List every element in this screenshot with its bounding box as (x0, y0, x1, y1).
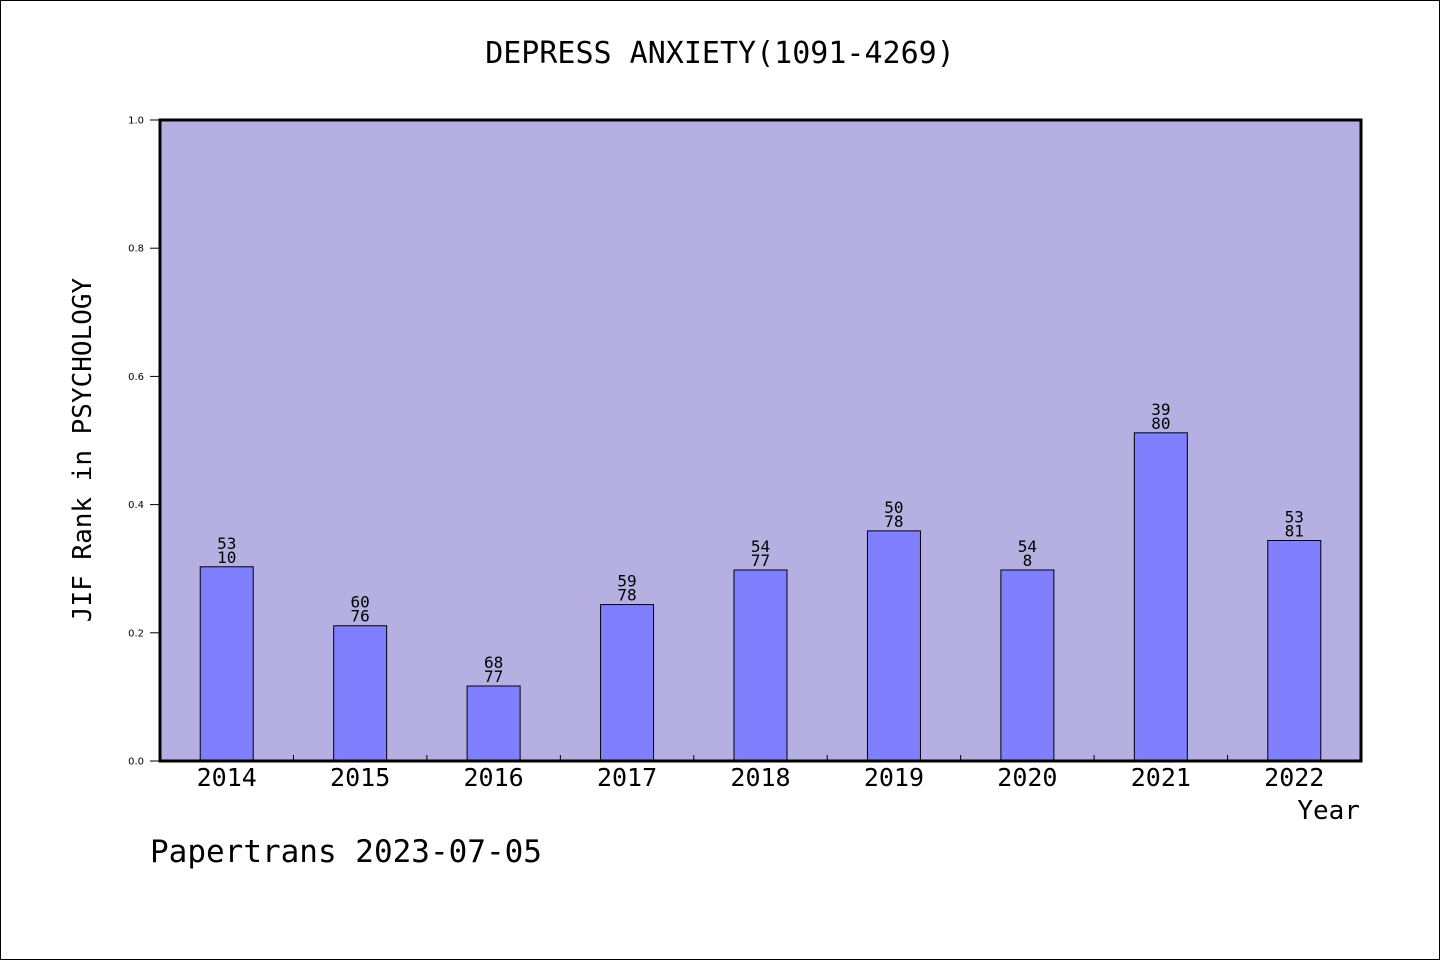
data-label-2017-1: 59 (617, 572, 636, 591)
data-label-2014-1: 53 (217, 534, 236, 553)
data-label-2019-1: 50 (884, 498, 903, 517)
y-tick-label: 1.0 (128, 116, 144, 127)
data-label-2018-2: 77 (751, 551, 770, 570)
bar-2018 (733, 569, 788, 762)
x-tick-label-2021: 2021 (1131, 763, 1191, 792)
data-label-2015-1: 60 (351, 593, 370, 612)
bar-2021 (1133, 432, 1188, 762)
chart-title: DEPRESS ANXIETY(1091-4269) (485, 36, 955, 71)
data-label-2019-2: 78 (884, 512, 903, 531)
data-label-2016-1: 68 (484, 653, 503, 672)
x-tick-label-2022: 2022 (1264, 763, 1324, 792)
x-axis-label: Year (1297, 796, 1360, 826)
x-tick-label-2017: 2017 (597, 763, 657, 792)
bar-2019 (866, 530, 921, 762)
data-label-2020-2: 8 (1023, 551, 1033, 570)
y-tick-label: 0.6 (128, 372, 144, 383)
footer-credit: Papertrans 2023-07-05 (150, 834, 542, 870)
x-tick-label-2019: 2019 (864, 763, 924, 792)
x-tick-label-2014: 2014 (197, 763, 257, 792)
y-tick-label: 0.4 (128, 500, 144, 511)
bar-2017 (600, 604, 655, 762)
data-label-2016-2: 77 (484, 667, 503, 686)
data-label-2021-1: 39 (1151, 400, 1170, 419)
bar-2022 (1267, 539, 1322, 762)
y-tick-label: 0.2 (128, 628, 144, 639)
x-tick-label-2020: 2020 (997, 763, 1057, 792)
data-label-2018-1: 54 (751, 537, 770, 556)
data-label-2020-1: 54 (1018, 537, 1037, 556)
bar-2016 (466, 685, 521, 762)
y-tick-label: 0.8 (128, 244, 144, 255)
plot-border (158, 118, 1363, 763)
data-label-2015-2: 76 (351, 607, 370, 626)
bar-2020 (1000, 569, 1055, 762)
data-label-2017-2: 78 (617, 586, 636, 605)
bar-2015 (333, 625, 388, 762)
data-label-2022-2: 81 (1285, 521, 1304, 540)
x-tick-label-2016: 2016 (464, 763, 524, 792)
y-tick-label: 0.0 (128, 757, 144, 768)
data-label-2014-2: 10 (217, 548, 236, 567)
data-label-2022-1: 53 (1285, 507, 1304, 526)
data-label-2021-2: 80 (1151, 414, 1170, 433)
x-tick-label-2018: 2018 (730, 763, 790, 792)
x-tick-label-2015: 2015 (330, 763, 390, 792)
bar-2014 (199, 566, 254, 762)
